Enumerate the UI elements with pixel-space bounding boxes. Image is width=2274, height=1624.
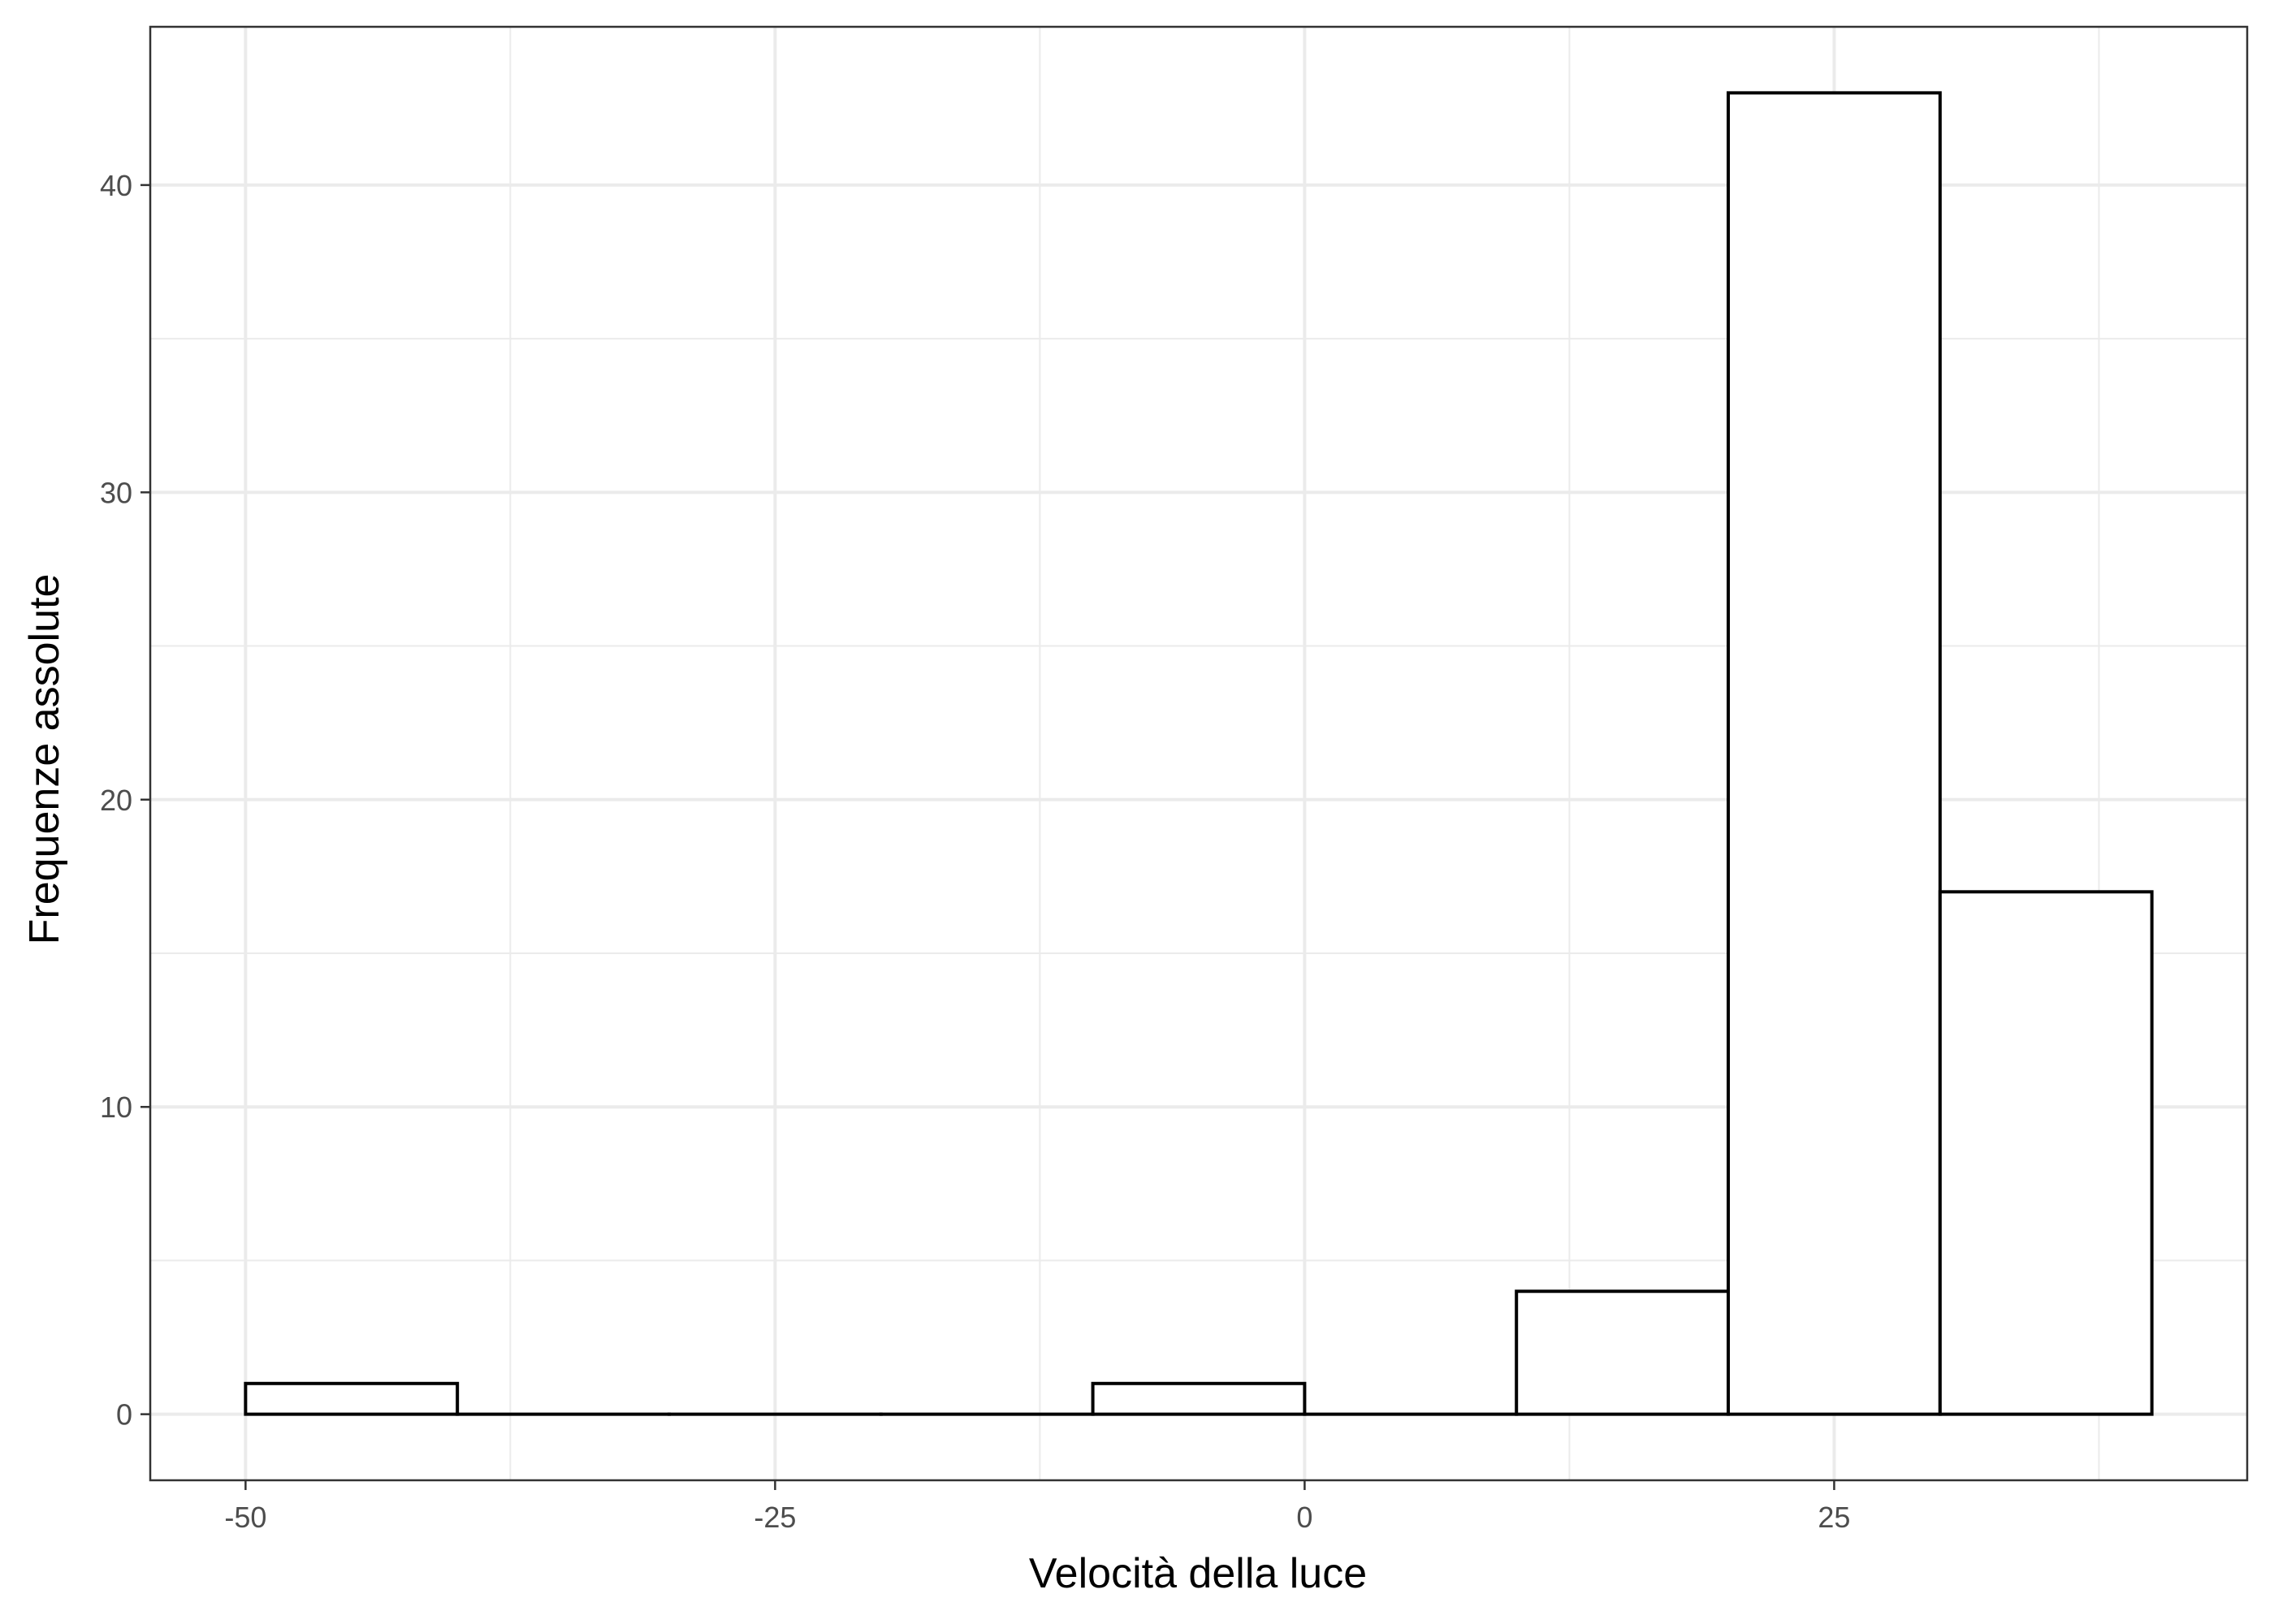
x-tick-label: -50	[224, 1501, 266, 1534]
histogram-bar	[1938, 890, 2154, 1416]
y-tick-label: 0	[116, 1398, 132, 1432]
x-tick-label: 0	[1296, 1501, 1312, 1534]
y-tick-label: 40	[100, 169, 132, 202]
histogram-bar	[1515, 1289, 1731, 1416]
y-tick-label: 30	[100, 476, 132, 509]
x-tick-label: 25	[1818, 1501, 1850, 1534]
y-tick-label: 10	[100, 1091, 132, 1124]
major-gridlines	[150, 27, 2247, 1480]
histogram-bar	[1727, 91, 1942, 1416]
y-tick-label: 20	[100, 784, 132, 817]
panel-border	[149, 25, 2249, 1482]
histogram-bar	[244, 1381, 460, 1416]
x-axis-ticks: -50 -25 0 25	[224, 1480, 1850, 1534]
x-tick-label: -25	[754, 1501, 796, 1534]
x-axis-title: Velocità della luce	[1029, 1550, 1367, 1597]
y-axis-title: Frequenze assolute	[21, 574, 68, 945]
histogram-bar	[1091, 1381, 1307, 1416]
y-axis-ticks: 0 10 20 30 40	[100, 169, 150, 1432]
histogram-bars	[244, 91, 2154, 1416]
